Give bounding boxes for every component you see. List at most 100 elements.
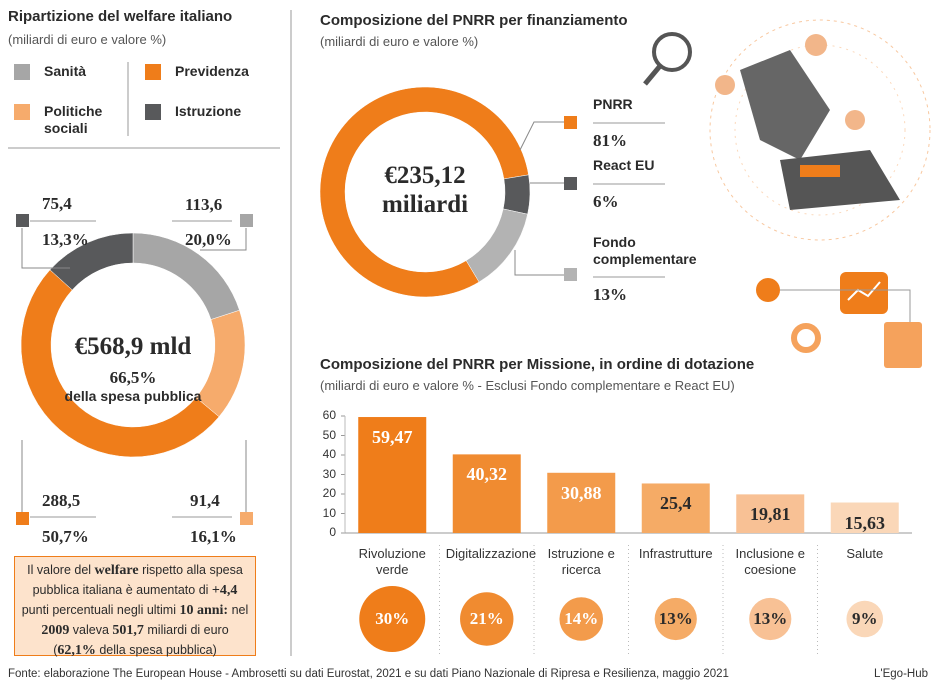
magnifier bbox=[652, 32, 692, 72]
chart-title: Composizione del PNRR per finanziamento bbox=[320, 12, 628, 29]
label-marker bbox=[564, 116, 577, 129]
y-tick-label: 10 bbox=[322, 505, 336, 520]
value-label: 40,32 bbox=[466, 464, 508, 485]
label-marker bbox=[564, 268, 577, 281]
center-label: €235,12 miliardi bbox=[381, 162, 469, 218]
donut-segment bbox=[319, 86, 529, 298]
chart-title: Ripartizione del welfare italiano bbox=[8, 8, 233, 25]
bar bbox=[452, 454, 521, 533]
y-tick-label: 40 bbox=[322, 447, 336, 461]
note-box: Il valore del welfare rispetto alla spes… bbox=[14, 556, 256, 658]
value-label: 113,6 bbox=[185, 195, 223, 214]
note-text: nel bbox=[228, 602, 249, 617]
note-text: +4,4 bbox=[211, 582, 238, 598]
note-text: 62,1% bbox=[57, 642, 96, 658]
icon bbox=[884, 322, 922, 368]
y-tick-label: 20 bbox=[322, 486, 336, 500]
icon bbox=[847, 281, 881, 301]
note-text: welfare bbox=[94, 563, 139, 578]
figure bbox=[740, 50, 830, 160]
donut-segment bbox=[195, 309, 246, 418]
figure bbox=[845, 110, 865, 130]
value-label: 75,4 bbox=[42, 194, 72, 213]
x-tick-label: Istruzione e ricerca bbox=[547, 546, 615, 577]
percent-label: 9% bbox=[852, 609, 878, 628]
figure bbox=[780, 150, 900, 210]
note-text: Il valore del bbox=[27, 563, 95, 577]
illustration bbox=[643, 19, 931, 368]
figure bbox=[715, 75, 735, 95]
note-text: punti percentuali negli ultimi bbox=[21, 602, 180, 617]
percent-bubble bbox=[749, 597, 792, 641]
note-text: 10 anni: bbox=[179, 602, 229, 618]
center-label: 66,5% bbox=[109, 368, 157, 387]
legend-label: Sanità bbox=[44, 63, 87, 79]
connector bbox=[519, 121, 564, 151]
legend-swatch bbox=[145, 104, 161, 120]
percent-label: 14% bbox=[564, 609, 599, 628]
percent-bubble bbox=[559, 597, 604, 641]
legend-swatch bbox=[145, 64, 161, 80]
icon-link bbox=[780, 289, 911, 322]
bar bbox=[830, 502, 899, 533]
source: Fonte: elaborazione The European House -… bbox=[8, 668, 729, 680]
legend-swatch bbox=[14, 104, 30, 120]
percent-label: 13% bbox=[753, 609, 788, 628]
value-label: 91,4 bbox=[190, 491, 220, 510]
note-text: miliardi di euro ( bbox=[53, 622, 229, 657]
y-tick-label: 50 bbox=[322, 427, 336, 442]
y-tick-label: 60 bbox=[322, 408, 336, 422]
note-text: 2009 bbox=[41, 622, 70, 638]
legend-label: Previdenza bbox=[175, 63, 249, 79]
note-text: della spesa pubblica) bbox=[95, 642, 217, 657]
value-label: 19,81 bbox=[750, 504, 791, 525]
center-label: €568,9 mld bbox=[74, 333, 192, 360]
figure bbox=[805, 34, 827, 56]
percent-bubble bbox=[359, 586, 426, 652]
chart-subtitle: (miliardi di euro e valore %) bbox=[8, 32, 167, 47]
category-label: React EU bbox=[593, 157, 655, 173]
legend-label: Istruzione bbox=[175, 103, 242, 119]
icon bbox=[756, 278, 780, 302]
note-text: 501,7 bbox=[112, 622, 144, 638]
percent-label: 13% bbox=[658, 609, 693, 628]
donut-segment bbox=[502, 174, 531, 215]
value-label: 30,88 bbox=[561, 482, 602, 503]
value-label: 25,4 bbox=[660, 493, 692, 514]
legend-label: Politiche sociali bbox=[44, 103, 103, 136]
credit: L'Ego-Hub bbox=[874, 668, 928, 680]
value-label: 59,47 bbox=[372, 427, 413, 448]
note-text: rispetto alla spesa pubblica italiana è … bbox=[32, 563, 243, 597]
category-label: Fondo complementare bbox=[593, 234, 697, 267]
bar bbox=[736, 494, 805, 533]
chart-subtitle: (miliardi di euro e valore % - Esclusi F… bbox=[320, 378, 735, 393]
label-marker bbox=[240, 512, 253, 525]
percent-bubble bbox=[460, 592, 514, 646]
magnifier bbox=[643, 64, 662, 86]
percent-label: 81% bbox=[593, 131, 627, 150]
percent-label: 6% bbox=[593, 192, 619, 211]
x-tick-label: Salute bbox=[846, 546, 884, 561]
percent-label: 21% bbox=[469, 609, 504, 628]
percent-label: 16,1% bbox=[190, 527, 237, 546]
value-label: 15,63 bbox=[844, 512, 886, 533]
percent-bubble bbox=[846, 600, 884, 638]
x-tick-label: Digitalizzazione bbox=[445, 546, 537, 561]
x-tick-label: Rivoluzione verde bbox=[358, 546, 426, 577]
connector bbox=[514, 250, 564, 276]
bar bbox=[547, 472, 616, 533]
y-tick-label: 0 bbox=[329, 525, 336, 539]
percent-label: 50,7% bbox=[42, 527, 89, 546]
donut-segment bbox=[465, 208, 528, 283]
percent-bubble bbox=[654, 597, 697, 641]
icon bbox=[791, 323, 821, 353]
bar bbox=[641, 483, 710, 533]
chart-subtitle: (miliardi di euro e valore %) bbox=[320, 34, 479, 49]
percent-label: 13,3% bbox=[42, 230, 89, 249]
category-label: PNRR bbox=[593, 96, 633, 112]
note-text: valeva bbox=[69, 622, 113, 637]
connector bbox=[200, 228, 247, 251]
percent-label: 13% bbox=[593, 285, 627, 304]
